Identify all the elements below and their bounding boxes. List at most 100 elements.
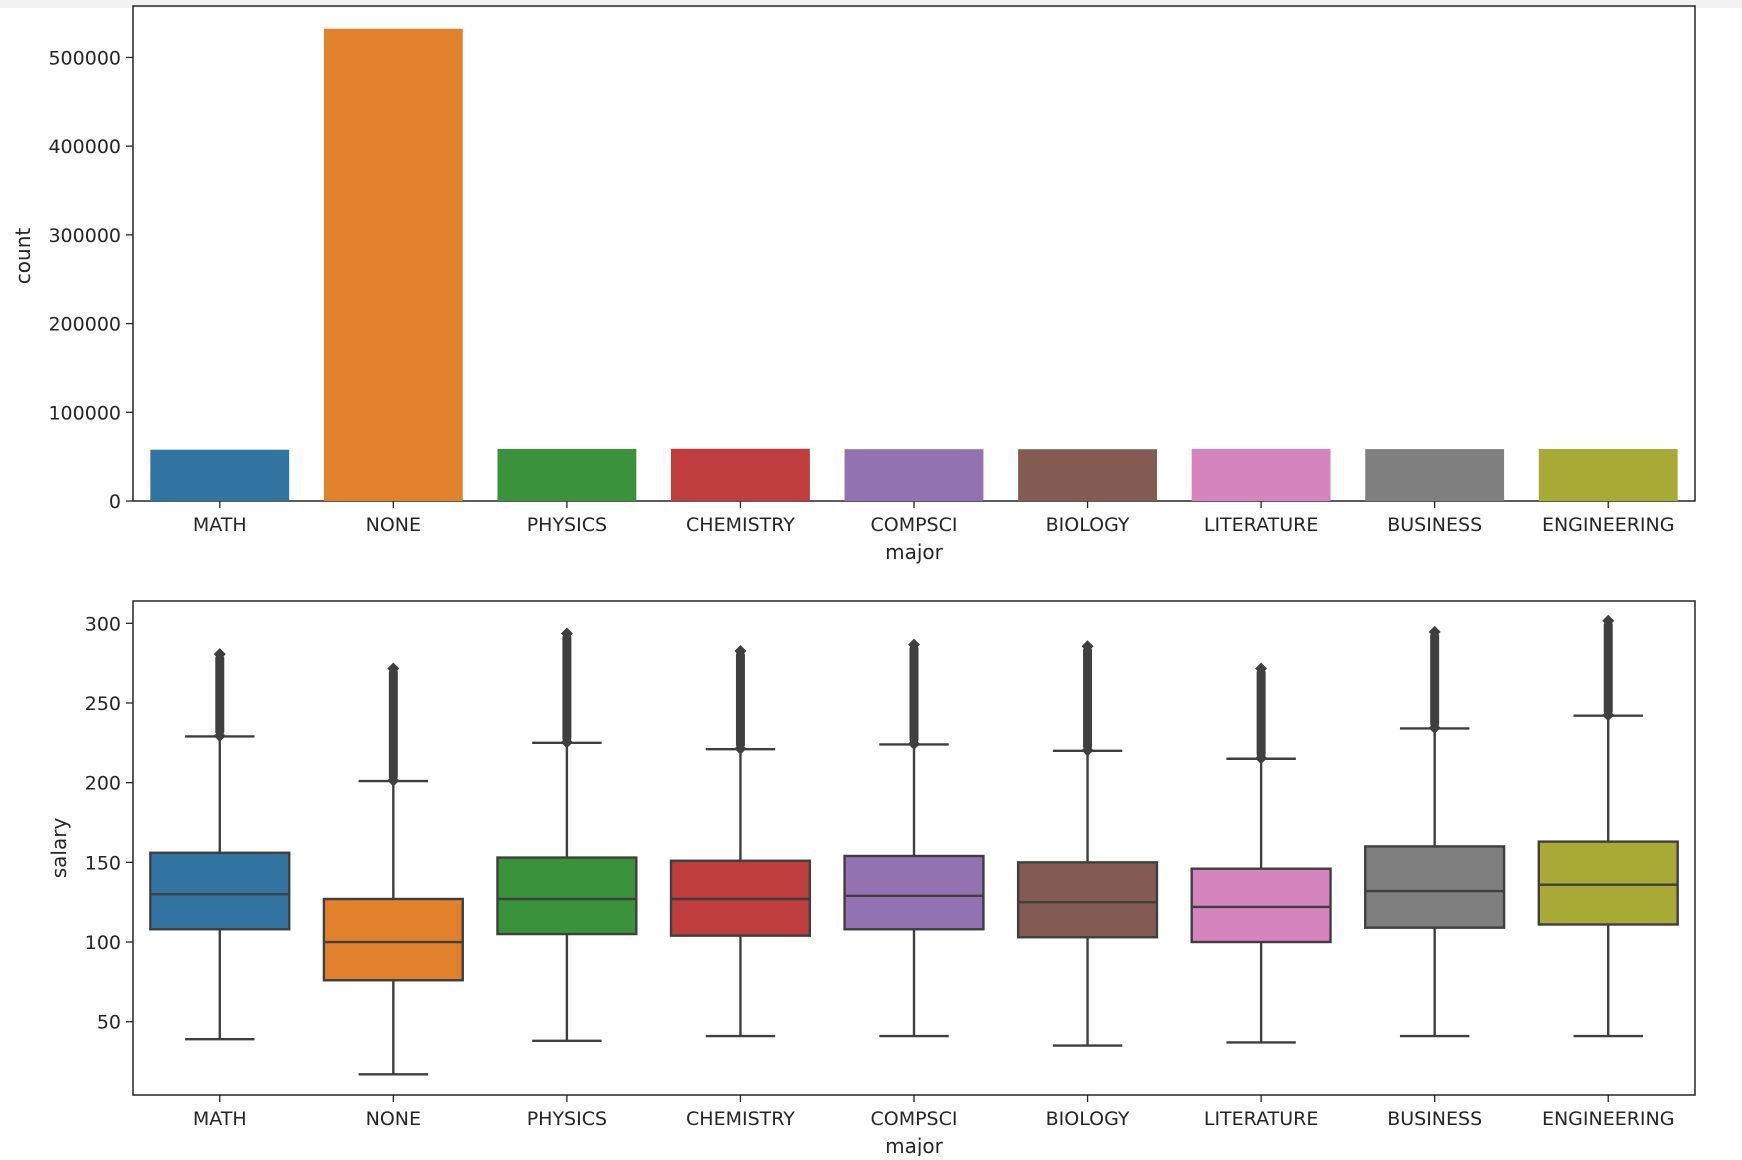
salary-x-tick-label-business: BUSINESS: [1387, 1108, 1482, 1130]
bar-engineering: [1538, 449, 1678, 501]
iqr-box-literature: [1190, 867, 1332, 944]
count-y-axis-label: count: [11, 228, 35, 285]
bar-compsci: [844, 449, 984, 501]
salary-y-tick-label-150: 150: [85, 852, 121, 874]
box-math: [149, 648, 291, 1041]
outlier-top-business: [1428, 625, 1441, 638]
salary-x-axis-label: major: [885, 1134, 944, 1156]
bar-business: [1365, 449, 1505, 501]
salary-box-plot: 50 100 150 200 250 300 MATH NONE PHYSICS CHEMIST…: [47, 600, 1696, 1158]
bar-literature: [1191, 448, 1331, 501]
count-y-tick-label-100000: 100000: [48, 402, 121, 424]
salary-y-axis-label: salary: [47, 818, 71, 879]
outliers-chemistry: [734, 644, 747, 755]
outliers-business: [1428, 625, 1441, 734]
outlier-band-biology: [1083, 647, 1093, 750]
salary-x-tick-label-physics: PHYSICS: [527, 1108, 607, 1130]
salary-x-tick-label-none: NONE: [366, 1108, 421, 1130]
outliers-none: [387, 662, 400, 787]
count-x-tick-label-chemistry: CHEMISTRY: [686, 514, 795, 536]
outlier-bottom-literature: [1255, 752, 1268, 765]
box-none: [322, 662, 464, 1076]
outlier-bottom-physics: [560, 736, 573, 749]
outliers-physics: [560, 627, 573, 749]
count-y-tick-label-0: 0: [109, 491, 121, 513]
outlier-bottom-biology: [1081, 744, 1094, 757]
outlier-bottom-none: [387, 774, 400, 787]
iqr-box-business: [1364, 845, 1506, 929]
outlier-bottom-chemistry: [734, 742, 747, 755]
outlier-top-none: [387, 662, 400, 675]
outlier-top-literature: [1255, 662, 1268, 675]
count-x-tick-label-none: NONE: [366, 514, 421, 536]
box-biology: [1016, 640, 1159, 1047]
salary-x-tick-label-literature: LITERATURE: [1204, 1108, 1318, 1130]
iqr-box-engineering: [1537, 840, 1679, 926]
outliers-engineering: [1602, 614, 1615, 722]
box-engineering: [1537, 614, 1679, 1038]
count-x-tick-label-biology: BIOLOGY: [1046, 514, 1130, 536]
salary-y-tick-label-200: 200: [85, 773, 121, 795]
bar-biology: [1018, 449, 1157, 501]
outlier-band-chemistry: [735, 651, 745, 748]
box-literature: [1190, 662, 1332, 1044]
iqr-box-compsci: [843, 854, 985, 931]
count-x-axis-label: major: [885, 540, 944, 564]
iqr-box-math: [149, 851, 291, 931]
salary-y-ticks: 50 100 150 200 250 300: [85, 613, 133, 1034]
count-x-tick-label-literature: LITERATURE: [1204, 514, 1318, 536]
count-bar-chart: 0 100000 200000 300000 400000 500000 MATH NONE…: [11, 5, 1696, 564]
box-business: [1364, 625, 1506, 1038]
count-x-ticks: MATH NONE PHYSICS CHEMISTRY COMPSCI BIOLOGY LI…: [193, 501, 1674, 536]
count-y-tick-label-400000: 400000: [48, 136, 121, 158]
salary-x-tick-label-engineering: ENGINEERING: [1542, 1108, 1675, 1130]
bar-physics: [497, 448, 637, 501]
outlier-band-engineering: [1603, 621, 1613, 715]
iqr-box-none: [322, 897, 464, 982]
outlier-band-none: [388, 669, 398, 780]
outliers-biology: [1081, 640, 1094, 757]
count-x-tick-label-compsci: COMPSCI: [870, 514, 957, 536]
outlier-band-math: [215, 655, 225, 735]
salary-x-ticks: MATH NONE PHYSICS CHEMISTRY COMPSCI BIOLOGY LI…: [193, 1095, 1675, 1130]
outliers-compsci: [908, 638, 920, 750]
salary-boxes: [149, 614, 1679, 1076]
count-y-tick-label-500000: 500000: [48, 47, 121, 69]
count-x-tick-label-math: MATH: [193, 514, 247, 536]
outlier-band-literature: [1256, 669, 1266, 758]
outlier-band-compsci: [909, 645, 919, 743]
salary-y-tick-label-300: 300: [85, 613, 121, 635]
box-physics: [496, 627, 638, 1043]
outlier-bottom-math: [213, 729, 226, 742]
outlier-top-engineering: [1602, 614, 1615, 627]
outlier-bottom-business: [1428, 721, 1441, 734]
outlier-top-biology: [1081, 640, 1094, 653]
outlier-top-chemistry: [734, 644, 747, 657]
outlier-band-business: [1430, 632, 1440, 727]
count-x-tick-label-physics: PHYSICS: [527, 514, 607, 536]
iqr-box-physics: [496, 856, 638, 936]
outlier-top-physics: [560, 627, 573, 640]
bar-none: [323, 28, 463, 501]
box-compsci: [843, 638, 985, 1038]
iqr-box-biology: [1016, 861, 1159, 939]
salary-x-tick-label-chemistry: CHEMISTRY: [686, 1108, 795, 1130]
salary-y-tick-label-50: 50: [97, 1012, 121, 1034]
box-chemistry: [669, 644, 812, 1038]
count-y-ticks: 0 100000 200000 300000 400000 500000: [48, 47, 133, 513]
salary-x-tick-label-math: MATH: [193, 1108, 247, 1130]
top-strip: [0, 0, 1742, 8]
salary-y-tick-label-100: 100: [85, 932, 121, 954]
bar-math: [150, 449, 290, 501]
count-y-tick-label-200000: 200000: [48, 314, 121, 336]
outliers-math: [213, 648, 226, 742]
outlier-top-math: [213, 648, 226, 661]
outliers-literature: [1255, 662, 1268, 765]
count-x-tick-label-business: BUSINESS: [1387, 514, 1482, 536]
salary-y-tick-label-250: 250: [85, 693, 121, 715]
outlier-band-physics: [562, 634, 572, 742]
count-y-tick-label-300000: 300000: [48, 225, 121, 247]
